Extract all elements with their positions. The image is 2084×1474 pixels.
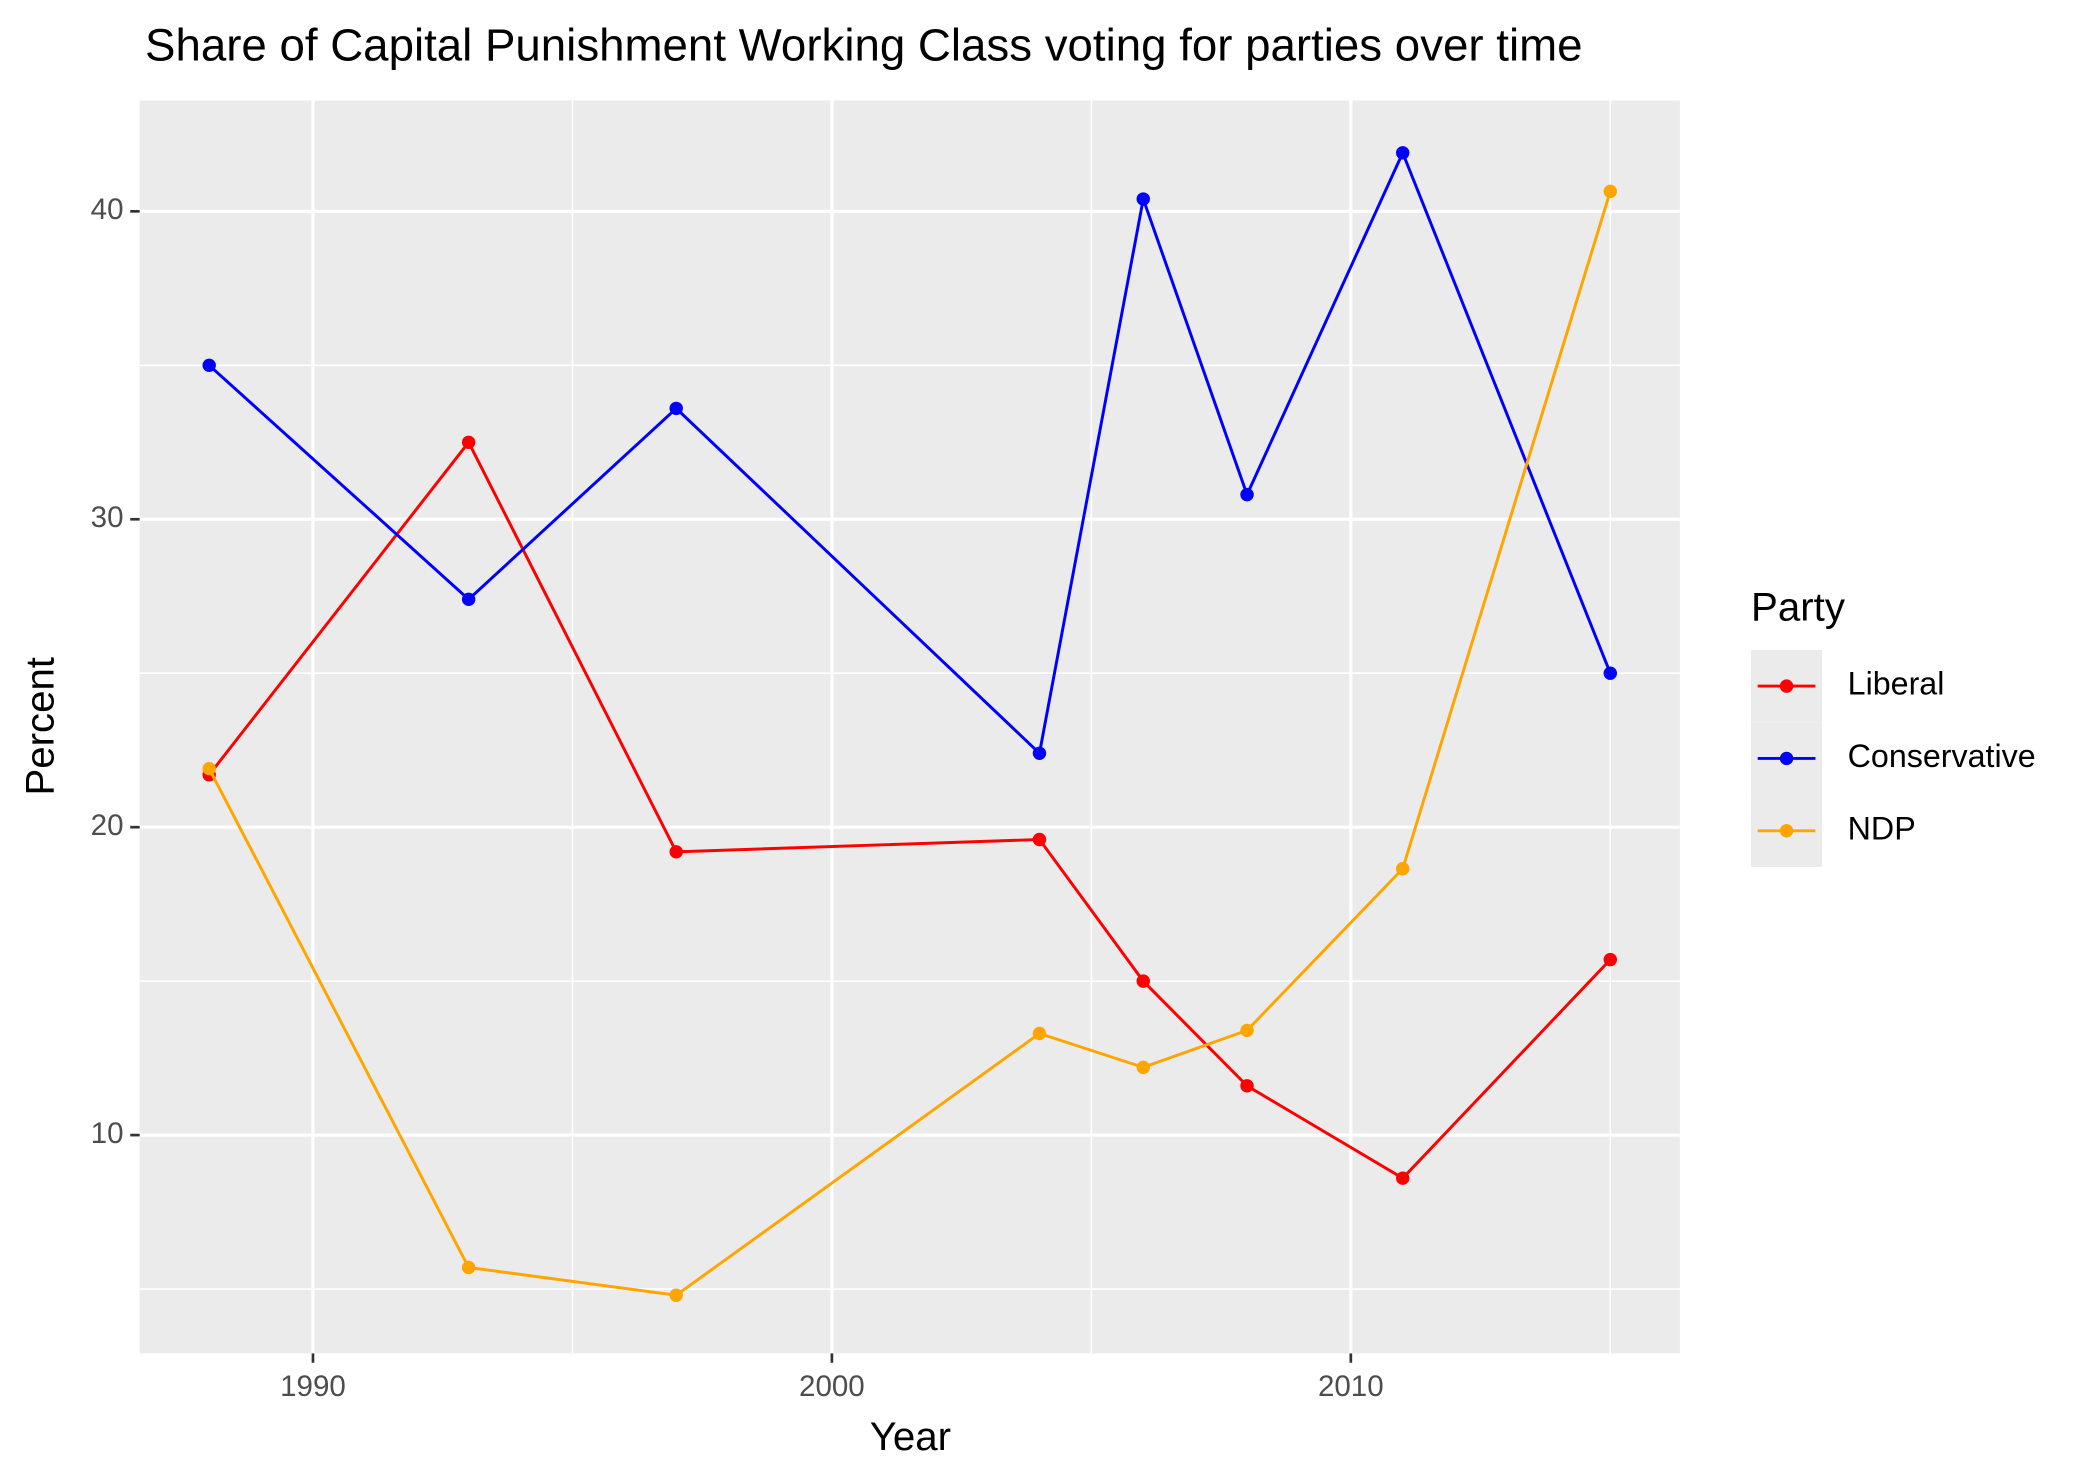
x-tick-label: 1990 <box>280 1370 346 1403</box>
y-tick-label: 20 <box>91 809 124 842</box>
x-tick-label: 2010 <box>1318 1370 1384 1403</box>
series-line <box>207 190 1612 1297</box>
legend-label: Liberal <box>1848 666 1945 702</box>
data-point <box>1032 832 1047 847</box>
data-point <box>1603 184 1617 199</box>
legend-title: Party <box>1751 584 1846 629</box>
data-point <box>1136 974 1150 988</box>
data-point <box>1240 487 1254 502</box>
data-point <box>1240 1023 1254 1038</box>
data-point <box>461 1260 476 1275</box>
x-tick-label: 2000 <box>799 1370 865 1403</box>
series-line <box>208 149 1612 757</box>
y-tick-label: 40 <box>91 193 124 226</box>
legend-point <box>1779 824 1794 838</box>
data-point <box>461 592 476 607</box>
data-point <box>669 845 683 859</box>
legend-point <box>1779 751 1794 766</box>
data-point <box>1136 192 1150 206</box>
legend-point <box>1779 679 1794 693</box>
x-axis-title: Year <box>870 1414 951 1459</box>
data-point <box>1396 146 1410 160</box>
data-point <box>1240 1079 1254 1093</box>
y-tick-label: 10 <box>91 1117 124 1150</box>
data-point <box>461 435 476 449</box>
data-point <box>1603 666 1617 680</box>
data-point <box>1032 1026 1047 1041</box>
legend-label: NDP <box>1848 810 1916 846</box>
data-point <box>1136 1060 1150 1075</box>
legend-label: Conservative <box>1848 738 2036 774</box>
y-tick-label: 30 <box>91 501 124 534</box>
data-point <box>1603 952 1617 967</box>
plot-background <box>139 100 1680 1354</box>
data-point <box>202 358 216 373</box>
series-line <box>208 439 1612 1181</box>
chart-title: Share of Capital Punishment Working Clas… <box>145 19 1583 70</box>
data-point <box>1032 746 1047 760</box>
data-point <box>669 1288 683 1302</box>
y-axis-title: Percent <box>18 657 63 796</box>
data-point <box>1396 862 1410 876</box>
data-point <box>1396 1171 1410 1185</box>
data-point <box>669 401 683 416</box>
data-point <box>202 761 216 776</box>
